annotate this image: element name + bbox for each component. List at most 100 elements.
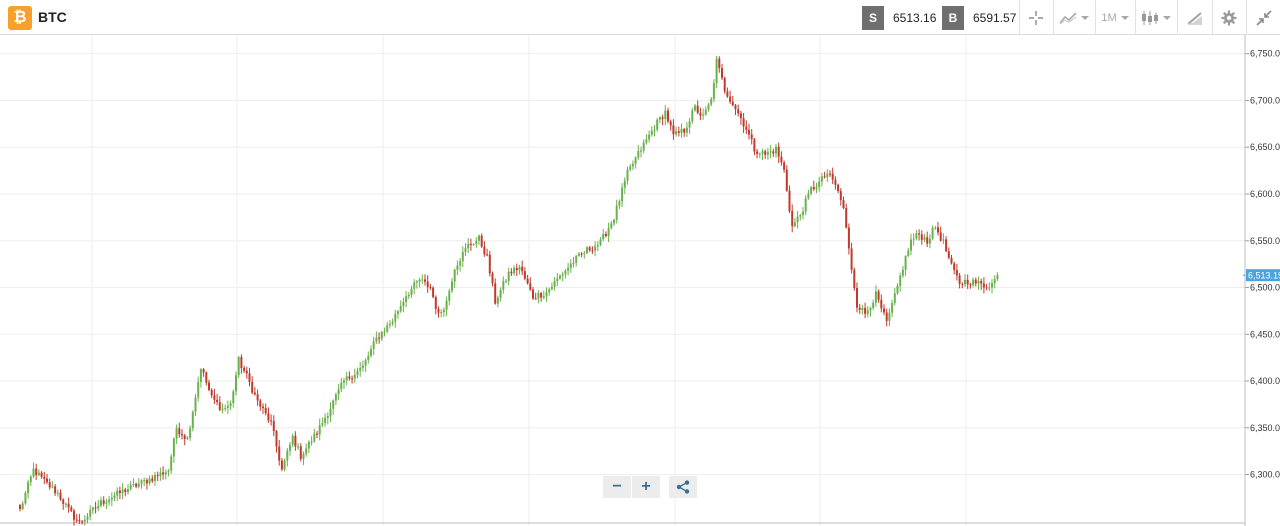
candle-body xyxy=(453,269,456,282)
candle-body xyxy=(434,297,437,309)
candle-body xyxy=(353,374,356,379)
candle-body xyxy=(974,279,977,284)
candle-body xyxy=(451,281,453,291)
settings-button[interactable] xyxy=(1213,0,1245,35)
candle-body xyxy=(81,521,84,523)
candle-body xyxy=(391,321,394,324)
candle-body xyxy=(629,166,632,170)
candle-body xyxy=(602,234,605,240)
candle-body xyxy=(553,281,556,287)
price-chart[interactable]: 6,750.00 6,700.00 6,650.00 6,600.00 6,550.00… xyxy=(0,35,1280,526)
candle-body xyxy=(926,237,929,244)
candle-body xyxy=(24,493,27,504)
candle-body xyxy=(548,289,551,293)
candle-body xyxy=(210,389,213,396)
candle-body xyxy=(294,435,297,447)
candle-body xyxy=(942,239,945,241)
candle-body xyxy=(491,273,494,284)
candle-body xyxy=(991,283,993,288)
candle-body xyxy=(399,306,402,312)
candle-body xyxy=(893,293,896,304)
candle-body xyxy=(302,453,305,459)
candle-body xyxy=(672,125,675,135)
buy-value: 6591.57 xyxy=(973,11,1017,25)
candle-body xyxy=(154,475,156,481)
candle-body xyxy=(235,375,237,392)
candle-body xyxy=(21,503,24,509)
candle-body xyxy=(413,282,416,289)
candle-body xyxy=(696,105,699,113)
y-tick-label: 6,750.00 xyxy=(1250,49,1280,59)
collapse-button[interactable] xyxy=(1247,0,1280,35)
candle-body xyxy=(934,227,937,229)
y-tick-label: 6,650.00 xyxy=(1250,142,1280,152)
candle-body xyxy=(183,435,186,439)
candle-body xyxy=(124,489,127,493)
candle-body xyxy=(815,187,818,190)
candle-body xyxy=(739,113,742,119)
crosshair-button[interactable] xyxy=(1020,0,1052,35)
crosshair-icon xyxy=(1029,10,1043,25)
y-tick-label: 6,300.00 xyxy=(1250,470,1280,480)
chevron-down-icon xyxy=(1120,15,1129,20)
candle-body xyxy=(46,478,48,483)
candle-body xyxy=(137,483,140,487)
candle-body xyxy=(920,234,923,240)
buy-price[interactable]: B 6591.57 xyxy=(942,6,1016,30)
candle-body xyxy=(405,296,408,302)
timeframe-dropdown[interactable]: 1M xyxy=(1096,0,1134,35)
chart-style-button[interactable] xyxy=(1054,0,1094,35)
chart-type-button[interactable] xyxy=(1136,0,1176,35)
candle-body xyxy=(394,313,397,322)
candle-body xyxy=(534,298,537,300)
candle-body xyxy=(270,420,273,422)
candle-body xyxy=(853,269,856,289)
candle-body xyxy=(402,301,405,307)
candle-body xyxy=(232,391,235,404)
candle-body xyxy=(94,507,97,509)
candle-body xyxy=(818,181,821,188)
sell-price[interactable]: S 6513.16 xyxy=(862,6,936,30)
candle-body xyxy=(618,201,621,206)
candle-body xyxy=(550,286,553,290)
candle-body xyxy=(442,309,445,313)
candle-body xyxy=(73,510,75,520)
sell-value: 6513.16 xyxy=(893,11,937,25)
candle-body xyxy=(43,476,46,479)
candle-body xyxy=(723,77,726,92)
candle-body xyxy=(127,489,129,493)
candle-body xyxy=(559,275,561,279)
candle-body xyxy=(86,516,89,520)
zoom-in-button[interactable]: + xyxy=(632,476,660,498)
candle-body xyxy=(758,153,761,155)
drawing-tools-button[interactable] xyxy=(1178,0,1212,35)
candle-body xyxy=(202,369,205,373)
candle-body xyxy=(83,519,86,522)
candle-body xyxy=(569,263,572,268)
zoom-out-button[interactable]: − xyxy=(603,476,631,498)
bitcoin-logo-icon: ₿ xyxy=(8,6,32,30)
candle-body xyxy=(702,114,705,116)
candle-body xyxy=(513,267,516,274)
timeframe-label: 1M xyxy=(1101,11,1117,24)
candle-body xyxy=(32,468,35,477)
candle-body xyxy=(648,134,651,140)
candle-body xyxy=(721,68,723,78)
candle-body xyxy=(858,307,861,311)
candle-body xyxy=(121,489,124,494)
candle-body xyxy=(181,434,183,436)
candle-body xyxy=(958,275,961,284)
candle-body xyxy=(461,252,464,262)
candle-body xyxy=(939,232,942,241)
candle-body xyxy=(326,415,329,418)
candle-body xyxy=(937,227,939,233)
share-button[interactable] xyxy=(669,476,697,498)
candle-body xyxy=(59,492,62,500)
candle-body xyxy=(699,112,702,116)
candle-body xyxy=(305,448,308,454)
chevron-down-icon xyxy=(1081,15,1089,20)
candle-body xyxy=(194,397,197,412)
candle-body xyxy=(623,180,626,188)
candle-body xyxy=(283,460,286,470)
candle-body xyxy=(653,129,656,131)
